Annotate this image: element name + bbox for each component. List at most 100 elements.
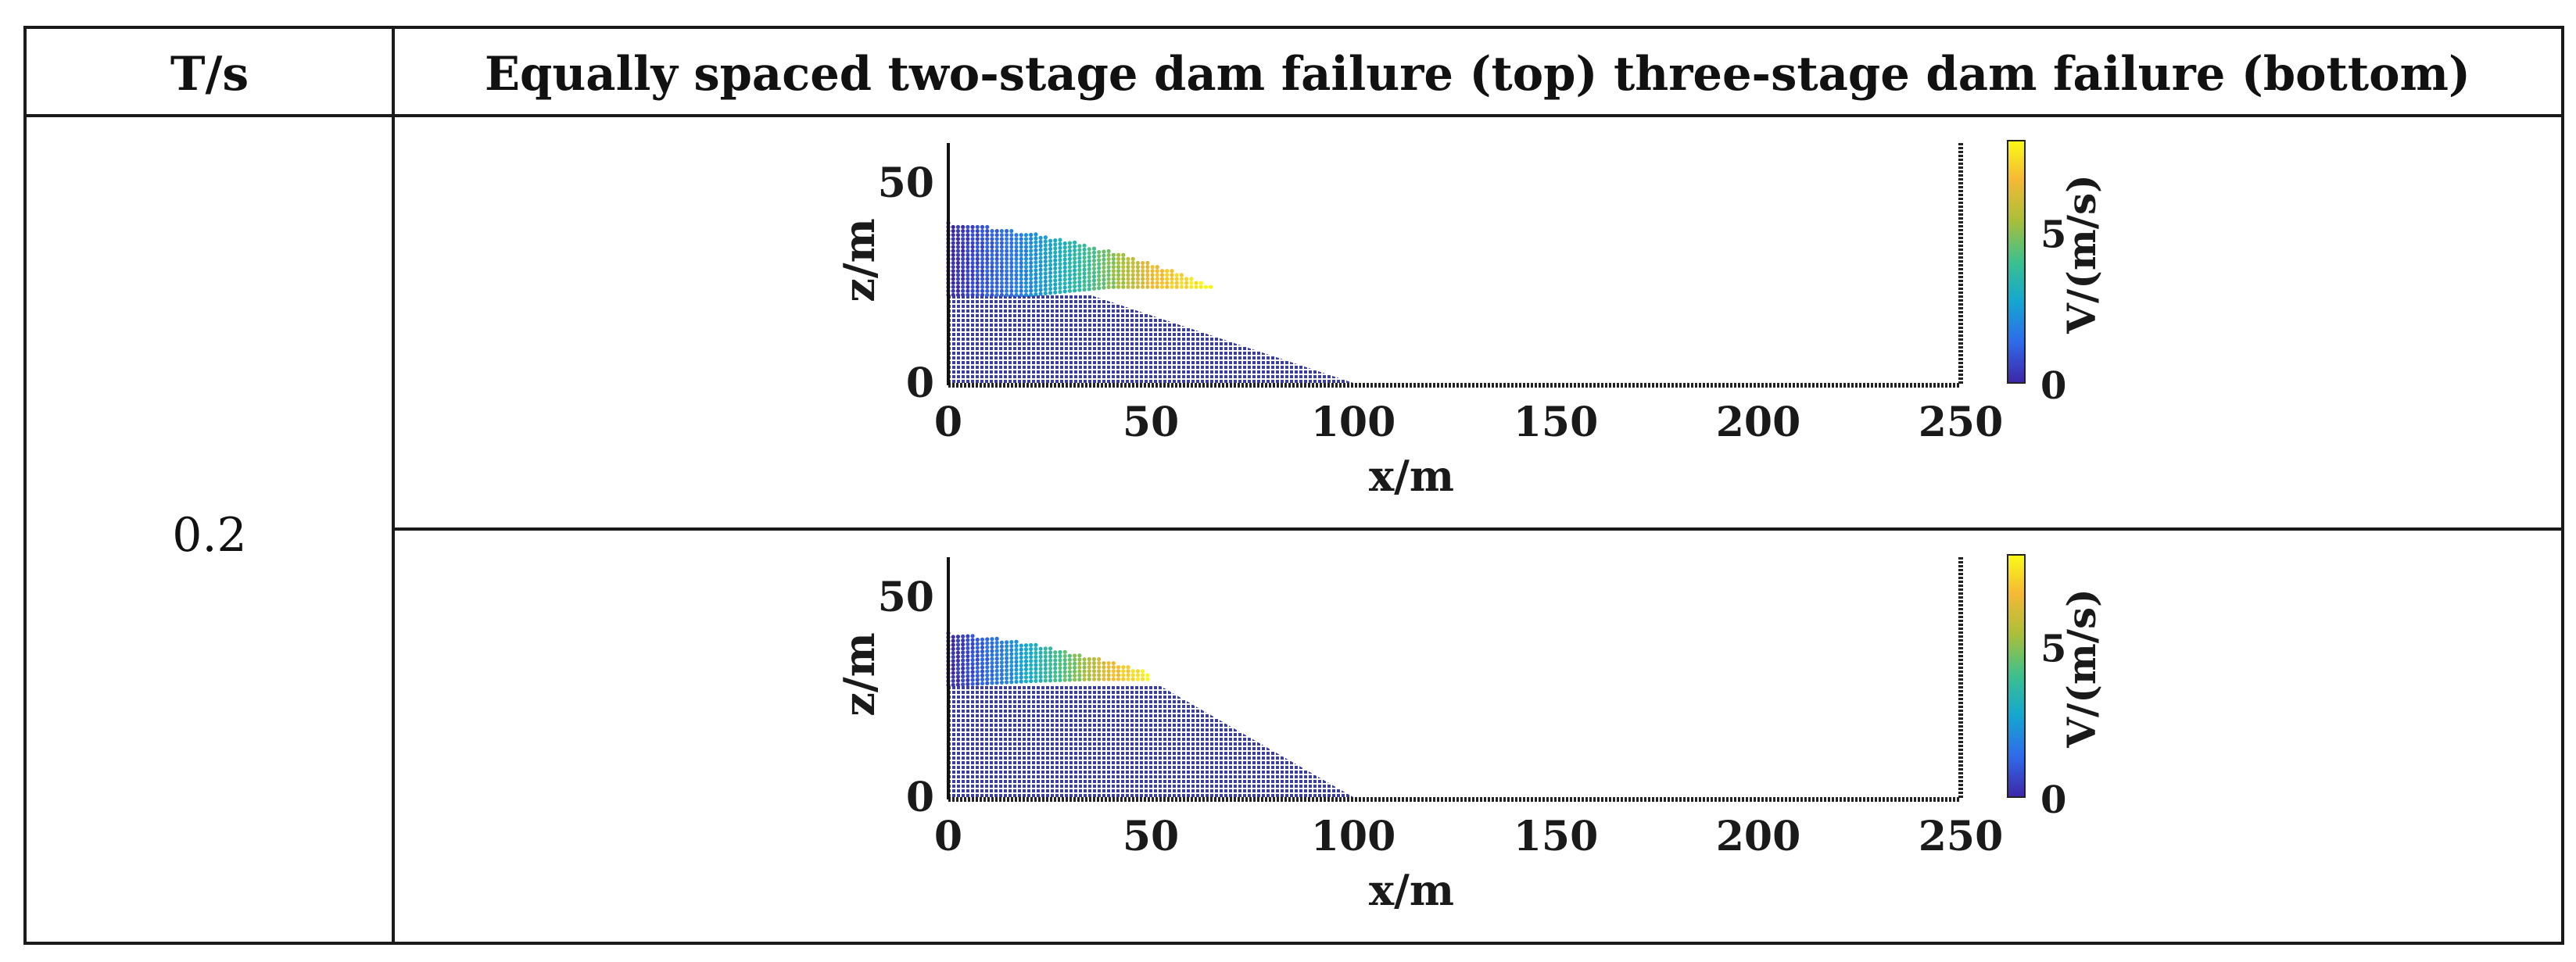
- flow-particle: [1073, 280, 1077, 285]
- flow-particle: [1048, 674, 1053, 679]
- flow-particle: [1062, 678, 1067, 682]
- flow-particle: [1048, 291, 1053, 295]
- flow-particle: [985, 269, 990, 274]
- flow-particle: [1009, 241, 1014, 245]
- flow-particle: [999, 664, 1004, 669]
- flow-particle: [1091, 677, 1097, 681]
- flow-particle: [1111, 252, 1116, 257]
- flow-particle: [1023, 249, 1029, 253]
- flow-particle: [966, 638, 970, 642]
- flow-particle: [966, 658, 970, 663]
- flow-particle: [1073, 268, 1077, 273]
- header-description: Equally spaced two-stage dam failure (to…: [485, 47, 2470, 102]
- flow-particle: [1023, 256, 1029, 261]
- flow-particle: [1023, 292, 1029, 298]
- flow-particle: [1087, 255, 1091, 259]
- flow-particle: [1126, 256, 1130, 261]
- flow-particle: [966, 284, 970, 289]
- flow-particle: [1102, 269, 1106, 274]
- flow-particle: [966, 642, 970, 646]
- flow-particle: [1077, 673, 1082, 678]
- flow-particle: [985, 288, 990, 293]
- flow-particle: [961, 682, 966, 687]
- flow-particle: [961, 658, 966, 663]
- x-tick-label: 100: [1311, 399, 1396, 446]
- flow-particle: [1116, 260, 1121, 266]
- flow-particle: [1091, 282, 1097, 287]
- colorbar-tick-label: 0: [2040, 364, 2066, 408]
- flow-particle: [999, 265, 1004, 270]
- flow-particle: [994, 664, 999, 669]
- flow-particle: [999, 648, 1004, 653]
- flow-particle: [1155, 273, 1159, 277]
- flow-particle: [1145, 265, 1150, 270]
- flow-particle: [1053, 278, 1058, 283]
- flow-particle: [1082, 275, 1087, 280]
- flow-particle: [1009, 228, 1014, 234]
- flow-particle: [966, 249, 970, 253]
- flow-particle: [994, 265, 999, 270]
- flow-particle: [1097, 656, 1102, 662]
- flow-particle: [1038, 271, 1043, 277]
- flow-particle: [975, 665, 980, 671]
- flow-particle: [1145, 269, 1150, 274]
- flow-particle: [1102, 665, 1106, 670]
- flow-particle: [966, 634, 970, 638]
- x-tick-label: 250: [1919, 813, 2004, 860]
- flow-particle: [1043, 263, 1048, 268]
- flow-particle: [1121, 277, 1126, 281]
- flow-particle: [980, 288, 985, 293]
- flow-particle: [990, 252, 994, 257]
- flow-particle: [1141, 281, 1145, 285]
- flow-particle: [970, 273, 975, 277]
- flow-particle: [990, 260, 994, 266]
- flow-particle: [1091, 274, 1097, 279]
- flow-particle: [1073, 256, 1077, 261]
- x-tick-label: 150: [1514, 399, 1599, 446]
- flow-particle: [1116, 269, 1121, 274]
- flow-particle: [1082, 267, 1087, 272]
- flow-particle: [1058, 670, 1062, 674]
- flow-particle: [1073, 669, 1077, 674]
- x-tick-label: 250: [1919, 399, 2004, 446]
- flow-particle: [985, 641, 990, 646]
- flow-particle: [1062, 666, 1067, 671]
- flow-particle: [1048, 678, 1053, 683]
- flow-particle: [1053, 662, 1058, 667]
- flow-particle: [1034, 284, 1038, 288]
- flow-particle: [1155, 269, 1159, 274]
- flow-particle: [970, 666, 975, 671]
- flow-particle: [1004, 273, 1009, 277]
- flow-particle: [1189, 281, 1194, 285]
- flow-particle: [985, 260, 990, 266]
- flow-particle: [1014, 281, 1019, 285]
- flow-particle: [980, 669, 985, 674]
- header-time-label: T/s: [170, 47, 249, 102]
- flow-particle: [994, 237, 999, 241]
- flow-particle: [1043, 646, 1048, 651]
- flow-particle: [1053, 258, 1058, 263]
- flow-particle: [985, 281, 990, 285]
- flow-particle: [1116, 665, 1121, 670]
- flow-particle: [1130, 277, 1135, 281]
- flow-particle: [1009, 256, 1014, 261]
- chart-two-stage: 0 50 100 150 200 250 0 50 x/m z/m 0 5V/(m/s): [834, 140, 2105, 501]
- flow-particle: [1062, 257, 1067, 262]
- flow-particle: [1043, 255, 1048, 259]
- flow-particle: [980, 637, 985, 642]
- flow-particle: [1116, 265, 1121, 270]
- flow-particle: [1053, 246, 1058, 251]
- flow-particle: [955, 260, 961, 266]
- flow-particle: [1004, 663, 1009, 669]
- flow-particle: [1019, 265, 1023, 270]
- flow-particle: [1130, 281, 1135, 285]
- flow-particle: [990, 273, 994, 277]
- flow-particle: [955, 288, 961, 293]
- flow-particle: [1043, 271, 1048, 276]
- flow-particle: [1106, 665, 1111, 670]
- flow-particle: [1111, 277, 1116, 281]
- flow-particle: [966, 265, 970, 270]
- flow-particle: [1009, 273, 1014, 277]
- flow-particle: [1106, 281, 1111, 285]
- flow-particle: [1043, 671, 1048, 675]
